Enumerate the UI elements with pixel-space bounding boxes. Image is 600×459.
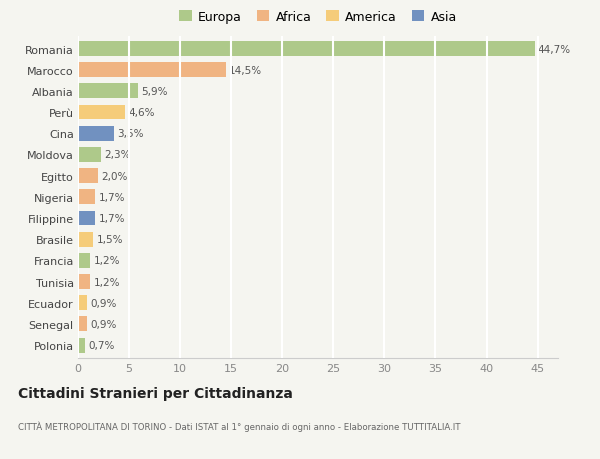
Text: 14,5%: 14,5% bbox=[229, 66, 262, 76]
Bar bbox=[78, 338, 85, 353]
Text: 2,0%: 2,0% bbox=[101, 171, 128, 181]
Bar bbox=[78, 232, 94, 247]
Bar bbox=[78, 211, 95, 226]
Bar bbox=[78, 84, 138, 99]
Bar bbox=[78, 317, 87, 331]
Bar bbox=[78, 296, 87, 310]
Bar bbox=[78, 169, 98, 184]
Bar bbox=[78, 106, 125, 120]
Text: 4,6%: 4,6% bbox=[128, 108, 155, 118]
Text: 1,2%: 1,2% bbox=[94, 277, 120, 287]
Legend: Europa, Africa, America, Asia: Europa, Africa, America, Asia bbox=[176, 9, 460, 27]
Text: 0,9%: 0,9% bbox=[90, 298, 116, 308]
Bar bbox=[78, 274, 90, 289]
Text: 3,5%: 3,5% bbox=[117, 129, 143, 139]
Text: 1,7%: 1,7% bbox=[98, 192, 125, 202]
Bar bbox=[78, 253, 90, 268]
Text: CITTÀ METROPOLITANA DI TORINO - Dati ISTAT al 1° gennaio di ogni anno - Elaboraz: CITTÀ METROPOLITANA DI TORINO - Dati IST… bbox=[18, 421, 461, 431]
Bar bbox=[78, 190, 95, 205]
Text: Cittadini Stranieri per Cittadinanza: Cittadini Stranieri per Cittadinanza bbox=[18, 386, 293, 400]
Text: 0,9%: 0,9% bbox=[90, 319, 116, 329]
Text: 1,7%: 1,7% bbox=[98, 213, 125, 224]
Text: 0,7%: 0,7% bbox=[88, 340, 115, 350]
Bar bbox=[78, 148, 101, 162]
Text: 1,2%: 1,2% bbox=[94, 256, 120, 266]
Bar bbox=[78, 127, 114, 141]
Text: 5,9%: 5,9% bbox=[142, 87, 168, 97]
Bar bbox=[78, 42, 535, 57]
Text: 1,5%: 1,5% bbox=[97, 235, 123, 245]
Bar bbox=[78, 63, 226, 78]
Text: 44,7%: 44,7% bbox=[538, 45, 571, 55]
Text: 2,3%: 2,3% bbox=[104, 150, 131, 160]
